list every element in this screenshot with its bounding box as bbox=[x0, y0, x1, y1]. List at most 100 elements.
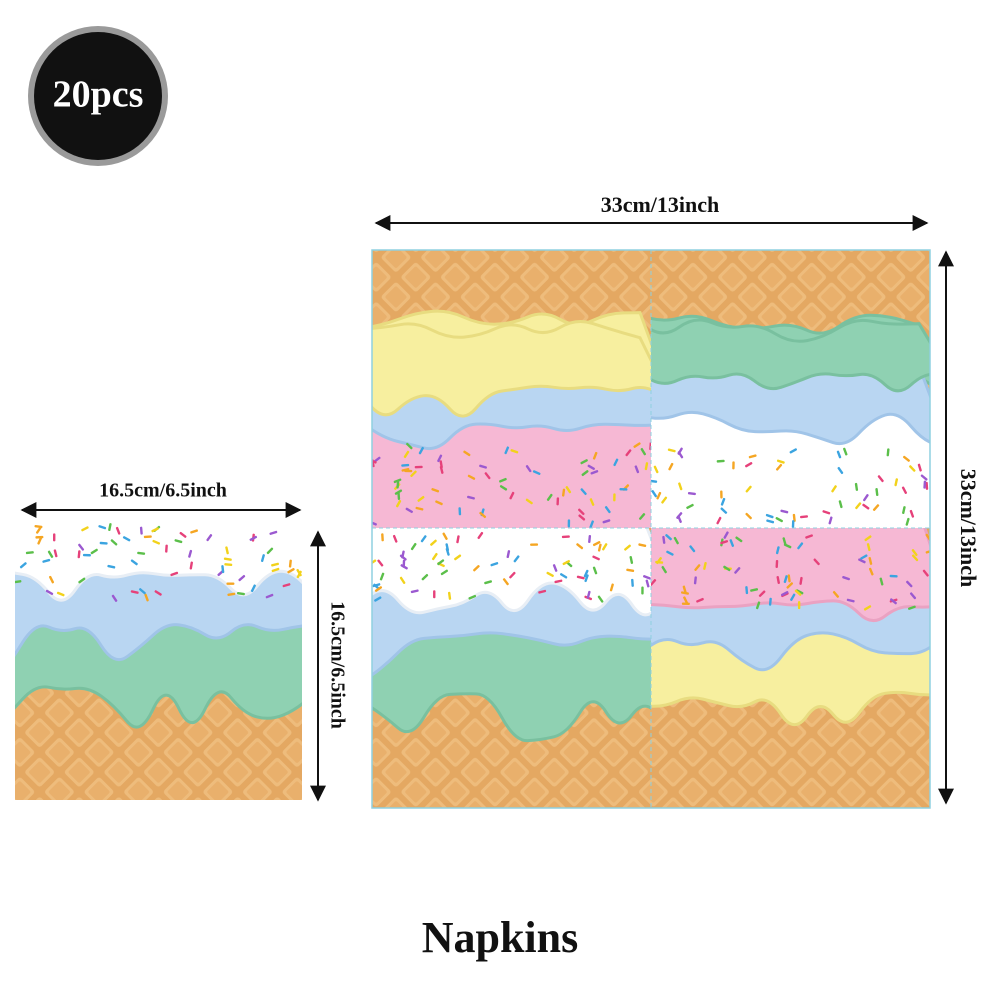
sprinkle bbox=[431, 488, 440, 493]
sprinkle bbox=[530, 543, 539, 546]
sprinkle bbox=[716, 459, 725, 463]
sprinkle bbox=[463, 450, 471, 457]
sprinkle bbox=[417, 495, 425, 502]
sprinkle bbox=[576, 543, 584, 550]
sprinkle bbox=[238, 574, 246, 582]
sprinkle bbox=[473, 565, 480, 572]
sprinkle bbox=[653, 465, 659, 474]
icing-band bbox=[372, 319, 651, 418]
sprinkle bbox=[392, 534, 398, 543]
sprinkle bbox=[592, 451, 598, 460]
sprinkle bbox=[583, 569, 589, 578]
sprinkle bbox=[584, 574, 589, 583]
sprinkle bbox=[597, 595, 604, 603]
sprinkle bbox=[225, 546, 229, 555]
sprinkle bbox=[909, 509, 915, 518]
sprinkle bbox=[399, 554, 407, 561]
sprinkle bbox=[282, 583, 291, 588]
sprinkle bbox=[750, 588, 759, 592]
sprinkle bbox=[592, 555, 600, 561]
sprinkle bbox=[139, 526, 143, 535]
sprinkle bbox=[677, 515, 682, 523]
sprinkle bbox=[613, 493, 616, 502]
sprinkle bbox=[406, 442, 413, 450]
sprinkle bbox=[250, 584, 256, 593]
sprinkle bbox=[53, 549, 58, 558]
sprinkle bbox=[287, 568, 295, 574]
sprinkle bbox=[151, 527, 159, 533]
sprinkle bbox=[858, 558, 866, 564]
sprinkle bbox=[260, 554, 265, 563]
sprinkle bbox=[154, 590, 162, 596]
sprinkle bbox=[35, 535, 44, 539]
sprinkle bbox=[509, 571, 516, 579]
sprinkle bbox=[108, 523, 112, 532]
icing-band bbox=[651, 318, 930, 393]
sprinkle bbox=[787, 574, 791, 583]
sprinkle bbox=[414, 465, 423, 469]
sprinkle bbox=[513, 555, 520, 563]
sprinkle bbox=[578, 514, 586, 521]
sprinkle bbox=[836, 450, 842, 459]
sprinkle bbox=[525, 498, 533, 505]
sprinkle bbox=[567, 519, 571, 528]
sprinkle bbox=[907, 605, 916, 610]
sprinkle bbox=[152, 539, 161, 545]
sprinkle bbox=[748, 454, 757, 459]
sprinkle bbox=[374, 586, 383, 592]
sprinkle bbox=[720, 490, 723, 499]
sprinkle bbox=[266, 547, 274, 555]
sprinkle bbox=[644, 462, 649, 471]
sprinkle bbox=[484, 472, 491, 480]
sprinkle bbox=[645, 579, 650, 588]
sprinkle bbox=[206, 534, 213, 542]
sprinkle bbox=[902, 506, 906, 515]
sprinkle bbox=[923, 480, 927, 489]
sprinkle bbox=[99, 541, 108, 545]
sprinkle bbox=[906, 580, 913, 588]
dimension-label: 33cm/13inch bbox=[956, 469, 981, 588]
sprinkle bbox=[634, 465, 640, 474]
sprinkle bbox=[479, 511, 487, 519]
sprinkle bbox=[372, 520, 377, 526]
sprinkle bbox=[98, 525, 107, 530]
sprinkle bbox=[82, 553, 91, 557]
sprinkle bbox=[668, 462, 674, 471]
sprinkle bbox=[589, 520, 594, 528]
sprinkle bbox=[552, 564, 558, 572]
sprinkle bbox=[433, 590, 436, 599]
sprinkle bbox=[795, 589, 804, 595]
sprinkle bbox=[403, 450, 410, 459]
sprinkle bbox=[828, 516, 833, 525]
dimension-label: 33cm/13inch bbox=[601, 192, 720, 217]
dimension-label: 16.5cm/6.5inch bbox=[99, 480, 227, 502]
sprinkle bbox=[546, 493, 553, 501]
sprinkle bbox=[510, 449, 519, 454]
sprinkle bbox=[400, 564, 408, 570]
sprinkle bbox=[53, 533, 56, 542]
sprinkle bbox=[790, 593, 796, 602]
sprinkle bbox=[651, 579, 657, 586]
sprinkle bbox=[271, 567, 280, 573]
sprinkle bbox=[875, 488, 879, 497]
sprinkle bbox=[15, 580, 22, 584]
sprinkle bbox=[775, 546, 780, 555]
sprinkle bbox=[693, 576, 697, 585]
sprinkle bbox=[561, 535, 570, 539]
sprinkle bbox=[602, 519, 611, 524]
sprinkle bbox=[576, 575, 585, 580]
sprinkle bbox=[854, 482, 859, 491]
sprinkle bbox=[890, 598, 897, 605]
sprinkle bbox=[682, 585, 687, 594]
sprinkle bbox=[866, 543, 871, 552]
sprinkle bbox=[922, 569, 929, 577]
sprinkle bbox=[689, 545, 696, 553]
sprinkle bbox=[224, 563, 233, 567]
sprinkle bbox=[716, 516, 722, 525]
sprinkle bbox=[401, 463, 410, 467]
sprinkle bbox=[25, 551, 34, 555]
sprinkle bbox=[137, 551, 146, 555]
sprinkle bbox=[467, 474, 476, 480]
sprinkle bbox=[901, 486, 908, 494]
sprinkle bbox=[775, 559, 779, 568]
